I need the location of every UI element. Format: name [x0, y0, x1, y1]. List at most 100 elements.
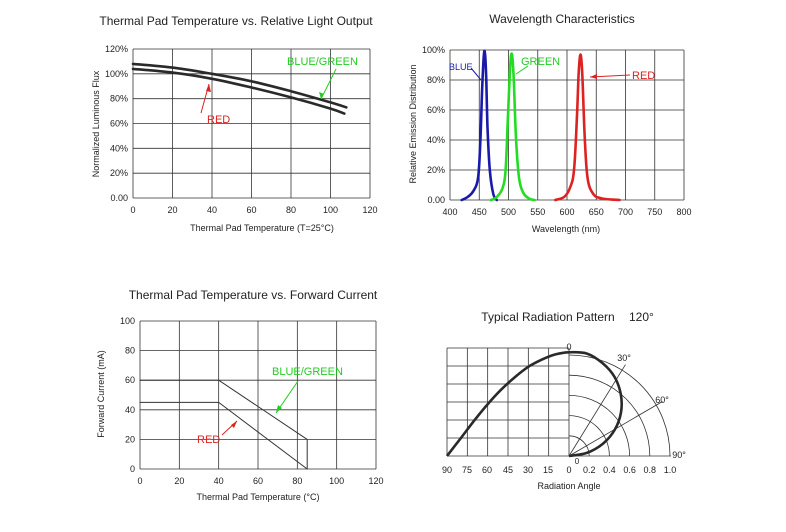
y-tick-label: 100% — [105, 69, 128, 79]
grid — [132, 48, 371, 199]
y-tick-label: 100 — [120, 316, 135, 326]
annotation-red: RED — [197, 434, 220, 446]
y-tick-label: 60% — [427, 105, 445, 115]
radius-tick-label: 0.8 — [644, 465, 657, 475]
angle-tick-label: 15 — [543, 465, 553, 475]
arrowhead — [319, 92, 324, 99]
x-tick-label: 500 — [501, 207, 516, 217]
series-line-red — [131, 67, 346, 115]
grid — [139, 320, 377, 470]
chart-title: Wavelength Characteristics — [489, 12, 635, 26]
series-line-red — [139, 401, 308, 470]
angle-tick-label: 75 — [462, 465, 472, 475]
y-tick-label: 20% — [110, 168, 128, 178]
x-tick-label: 400 — [442, 207, 457, 217]
arrowhead — [206, 84, 211, 92]
x-tick-label: 0 — [137, 476, 142, 486]
angle-tick-label: 60 — [482, 465, 492, 475]
y-tick-label: 0 — [130, 464, 135, 474]
y-tick-label: 80% — [110, 94, 128, 104]
y-tick-label: 60% — [110, 119, 128, 129]
radial-label-90: 90° — [672, 450, 686, 460]
x-axis-label: Wavelength (nm) — [532, 224, 600, 234]
angle-tick-label: 45 — [503, 465, 513, 475]
radiation-pattern-line — [445, 350, 623, 458]
x-tick-label: 120 — [368, 476, 383, 486]
arrowhead — [231, 421, 237, 428]
wavelength-chart: Wavelength Characteristics 400 450 500 550 6… — [408, 12, 692, 234]
annotation-blue-green: BLUE/GREEN — [272, 366, 343, 378]
radial-label-0: 0 — [566, 342, 571, 352]
annotation-red: RED — [207, 114, 230, 126]
y-tick-label: 20 — [125, 434, 135, 444]
annotation-blue-arrow — [470, 67, 482, 81]
x-tick-label: 40 — [207, 205, 217, 215]
center-label: 0 — [575, 457, 580, 466]
y-axis-label: Forward Current (mA) — [96, 350, 106, 438]
y-tick-label: 40 — [125, 405, 135, 415]
x-tick-label: 40 — [214, 476, 224, 486]
y-tick-label: 0.00 — [110, 193, 128, 203]
x-tick-label: 60 — [253, 476, 263, 486]
tick-labels: 400 450 500 550 600 650 700 750 800 0.00 20% 40% 60%… — [422, 45, 692, 217]
chart-title: Thermal Pad Temperature vs. Relative Lig… — [99, 14, 373, 28]
pattern-curve — [445, 350, 623, 458]
y-tick-label: 80% — [427, 75, 445, 85]
y-tick-label: 0.00 — [427, 195, 445, 205]
polar-arc — [568, 354, 671, 457]
x-tick-label: 20 — [174, 476, 184, 486]
polar-arc — [568, 374, 651, 457]
radius-tick-label: 0.4 — [603, 465, 616, 475]
tick-labels: 0 20 40 60 80 100 120 0.00 20% 40% 60% 80% 100% 120% — [105, 44, 378, 215]
y-axis-label: Normalized Luminous Flux — [91, 70, 101, 177]
angle-tick-label: 30 — [523, 465, 533, 475]
x-tick-label: 20 — [167, 205, 177, 215]
chart-title: Typical Radiation Pattern — [481, 310, 614, 324]
x-tick-label: 100 — [329, 476, 344, 486]
angle-tick-label: 0 — [566, 465, 571, 475]
polar-spoke — [568, 364, 626, 457]
tick-labels: 0 20 40 60 80 100 120 0 20 40 60 80 100 — [120, 316, 384, 486]
angle-tick-label: 90 — [442, 465, 452, 475]
x-axis-label: Radiation Angle — [537, 481, 600, 491]
y-tick-label: 20% — [427, 165, 445, 175]
annotation-blue-green: BLUE/GREEN — [287, 56, 358, 68]
relative-light-output-chart: Thermal Pad Temperature vs. Relative Lig… — [91, 14, 378, 233]
y-tick-label: 60 — [125, 375, 135, 385]
radius-tick-label: 1.0 — [664, 465, 677, 475]
x-tick-label: 80 — [292, 476, 302, 486]
x-tick-label: 100 — [323, 205, 338, 215]
y-tick-label: 120% — [105, 44, 128, 54]
radial-label-30: 30° — [617, 353, 631, 363]
forward-current-chart: Thermal Pad Temperature vs. Forward Curr… — [96, 288, 384, 502]
y-tick-label: 80 — [125, 346, 135, 356]
arrowhead — [590, 74, 597, 79]
series-line-green — [489, 52, 537, 202]
y-tick-label: 40% — [110, 143, 128, 153]
annotation-blue: BLUE — [449, 62, 473, 72]
x-tick-label: 600 — [559, 207, 574, 217]
series-line-blue-green — [139, 379, 308, 470]
radius-tick-label: 0.6 — [623, 465, 636, 475]
x-tick-label: 800 — [676, 207, 691, 217]
arrowhead — [276, 405, 282, 413]
x-tick-label: 120 — [362, 205, 377, 215]
x-tick-label: 450 — [472, 207, 487, 217]
annotation-green-arrow — [515, 65, 529, 75]
x-tick-label: 750 — [647, 207, 662, 217]
series-lines — [460, 49, 621, 202]
x-tick-label: 700 — [618, 207, 633, 217]
x-tick-label: 80 — [286, 205, 296, 215]
series-line-red — [554, 53, 621, 202]
y-axis-label: Relative Emission Distribution — [408, 64, 418, 183]
series-line-blue-green — [131, 62, 348, 109]
radius-tick-label: 0.2 — [583, 465, 596, 475]
chart-title: Thermal Pad Temperature vs. Forward Curr… — [129, 288, 378, 302]
x-tick-label: 60 — [246, 205, 256, 215]
annotation-red: RED — [632, 70, 655, 82]
x-tick-label: 550 — [530, 207, 545, 217]
polar-arc — [568, 415, 610, 457]
y-tick-label: 100% — [422, 45, 445, 55]
annotation-green: GREEN — [521, 56, 560, 68]
